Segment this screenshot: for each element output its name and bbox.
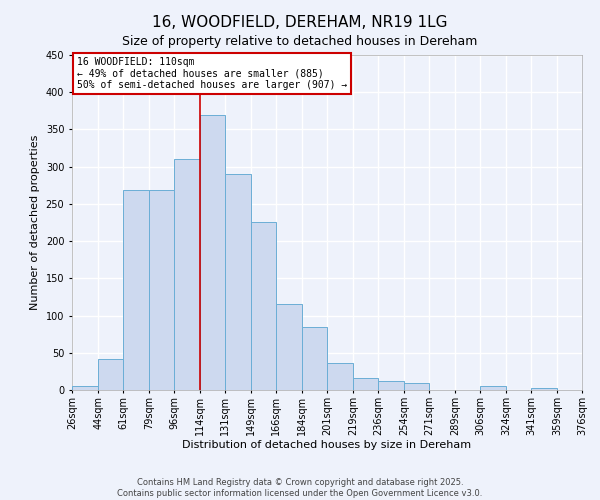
Text: Size of property relative to detached houses in Dereham: Size of property relative to detached ho… xyxy=(122,35,478,48)
Text: 16 WOODFIELD: 110sqm
← 49% of detached houses are smaller (885)
50% of semi-deta: 16 WOODFIELD: 110sqm ← 49% of detached h… xyxy=(77,56,347,90)
Bar xyxy=(72,386,98,390)
Bar xyxy=(98,360,123,390)
Y-axis label: Number of detached properties: Number of detached properties xyxy=(30,135,40,310)
Text: 16, WOODFIELD, DEREHAM, NR19 1LG: 16, WOODFIELD, DEREHAM, NR19 1LG xyxy=(152,15,448,30)
Bar xyxy=(276,304,302,390)
X-axis label: Distribution of detached houses by size in Dereham: Distribution of detached houses by size … xyxy=(182,440,472,450)
Bar xyxy=(302,328,327,390)
Bar xyxy=(174,159,200,390)
Bar xyxy=(531,388,557,390)
Bar xyxy=(404,382,429,390)
Text: Contains HM Land Registry data © Crown copyright and database right 2025.
Contai: Contains HM Land Registry data © Crown c… xyxy=(118,478,482,498)
Bar xyxy=(149,190,174,390)
Bar xyxy=(327,363,353,390)
Bar xyxy=(225,174,251,390)
Bar xyxy=(251,222,276,390)
Bar xyxy=(123,190,149,390)
Bar xyxy=(480,386,506,390)
Bar xyxy=(200,114,225,390)
Bar xyxy=(353,378,378,390)
Bar xyxy=(378,381,404,390)
